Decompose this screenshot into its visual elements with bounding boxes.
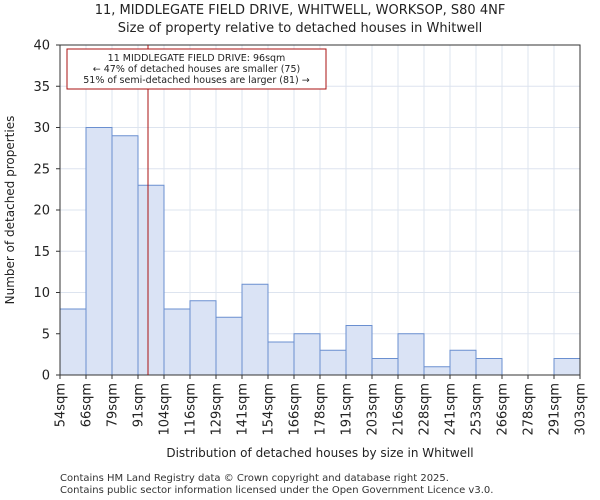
y-tick-label-0: 0 <box>42 369 50 384</box>
x-tick-label-104sqm: 104sqm <box>158 383 173 436</box>
x-tick-label-228sqm: 228sqm <box>418 383 433 436</box>
bar-129sqm <box>215 316 243 376</box>
x-tick-label-303sqm: 303sqm <box>574 383 589 436</box>
bar-91sqm <box>137 184 165 376</box>
annotation-line-larger: 51% of semi-detached houses are larger (… <box>83 75 310 86</box>
bars <box>59 127 581 376</box>
annotation-frame <box>66 48 327 90</box>
bar-166sqm <box>293 333 321 376</box>
y-tick-label-5: 5 <box>42 327 50 342</box>
x-tick-label-278sqm: 278sqm <box>522 383 537 436</box>
x-tick-label-129sqm: 129sqm <box>210 383 225 436</box>
bar-141sqm <box>241 283 269 376</box>
bar-104sqm <box>163 308 191 376</box>
y-tick-label-25: 25 <box>33 162 50 177</box>
chart-subtitle: Size of property relative to detached ho… <box>117 21 483 36</box>
x-tick-label-54sqm: 54sqm <box>54 383 69 427</box>
bar-66sqm <box>85 127 113 376</box>
x-tick-label-191sqm: 191sqm <box>340 383 355 436</box>
x-tick-label-216sqm: 216sqm <box>392 383 407 436</box>
bar-116sqm <box>189 300 217 376</box>
y-axis-ticks: 0 5 10 15 20 25 30 35 40 <box>33 39 60 384</box>
y-tick-label-10: 10 <box>33 286 50 301</box>
x-tick-label-266sqm: 266sqm <box>496 383 511 436</box>
x-tick-label-91sqm: 91sqm <box>132 383 147 427</box>
chart-title-address: 11, MIDDLEGATE FIELD DRIVE, WHITWELL, WO… <box>94 3 506 18</box>
bar-216sqm <box>397 333 425 376</box>
y-tick-label-15: 15 <box>33 245 50 260</box>
bar-191sqm <box>345 325 373 376</box>
bar-228sqm <box>423 366 451 376</box>
x-tick-label-203sqm: 203sqm <box>366 383 381 436</box>
annotation-box: 11 MIDDLEGATE FIELD DRIVE: 96sqm ← 47% o… <box>66 48 327 90</box>
x-tick-label-178sqm: 178sqm <box>314 383 329 436</box>
bar-203sqm <box>371 358 399 376</box>
bar-154sqm <box>267 341 295 376</box>
x-tick-label-291sqm: 291sqm <box>548 383 563 436</box>
x-tick-label-116sqm: 116sqm <box>184 383 199 436</box>
x-tick-label-154sqm: 154sqm <box>262 383 277 436</box>
bar-79sqm <box>111 135 139 376</box>
x-tick-label-66sqm: 66sqm <box>80 383 95 427</box>
y-tick-label-35: 35 <box>33 80 50 95</box>
y-axis-label: Number of detached properties <box>3 116 17 305</box>
x-tick-label-166sqm: 166sqm <box>288 383 303 436</box>
annotation-line-property: 11 MIDDLEGATE FIELD DRIVE: 96sqm <box>108 53 286 64</box>
footer-copyright: Contains HM Land Registry data © Crown c… <box>60 473 449 484</box>
x-tick-label-241sqm: 241sqm <box>444 383 459 436</box>
x-tick-label-141sqm: 141sqm <box>236 383 251 436</box>
bar-54sqm <box>59 308 87 376</box>
annotation-line-smaller: ← 47% of detached houses are smaller (75… <box>93 64 300 75</box>
x-tick-label-253sqm: 253sqm <box>470 383 485 436</box>
y-tick-label-30: 30 <box>33 121 50 136</box>
bar-241sqm <box>449 349 477 376</box>
y-tick-label-20: 20 <box>33 204 50 219</box>
x-axis-ticks: 54sqm 66sqm 79sqm 91sqm 104sqm 116sqm 129sqm 14… <box>54 375 589 436</box>
x-tick-label-79sqm: 79sqm <box>106 383 121 427</box>
footer-licence: Contains public sector information licen… <box>60 485 494 496</box>
bar-178sqm <box>319 349 347 376</box>
y-tick-label-40: 40 <box>33 39 50 54</box>
plot-frame <box>59 44 581 376</box>
bar-253sqm <box>475 358 503 376</box>
x-axis-label: Distribution of detached houses by size … <box>166 446 473 460</box>
bar-291sqm <box>553 358 581 376</box>
